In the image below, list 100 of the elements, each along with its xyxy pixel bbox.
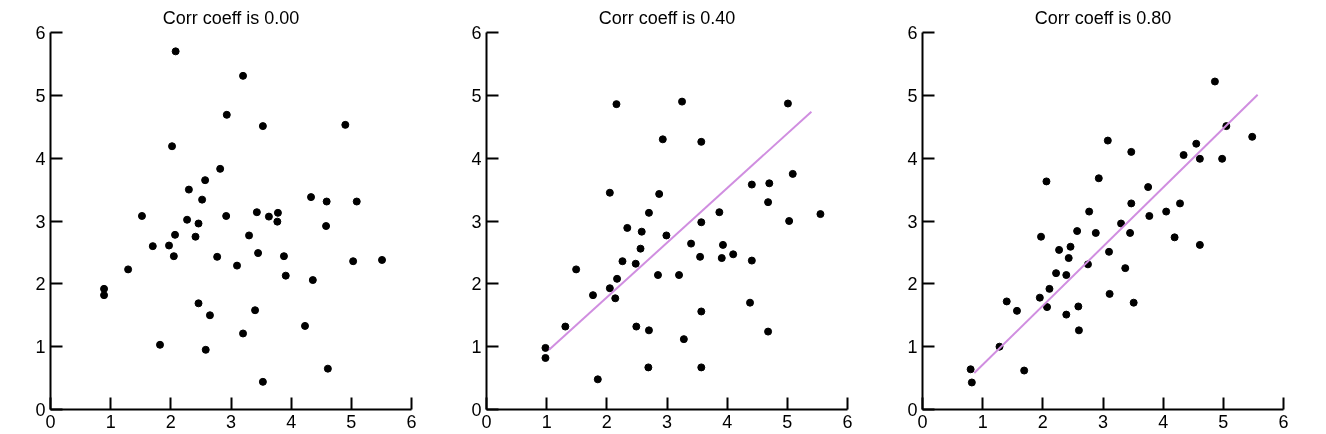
point — [675, 271, 684, 280]
point — [100, 284, 109, 293]
point — [1012, 306, 1021, 315]
x-tick-label: 5 — [1218, 411, 1229, 432]
point — [168, 142, 177, 151]
point — [273, 208, 282, 217]
point — [632, 322, 641, 331]
point — [1094, 174, 1103, 183]
point — [679, 335, 688, 344]
point — [561, 322, 570, 331]
point — [251, 306, 260, 315]
point — [1195, 154, 1204, 163]
x-tick-label: 2 — [1037, 411, 1048, 432]
y-tick-label: 4 — [35, 148, 46, 169]
point — [1064, 254, 1073, 263]
point — [605, 188, 614, 197]
x-tick-label: 6 — [406, 411, 417, 432]
point — [254, 249, 263, 258]
point — [717, 254, 726, 263]
point — [349, 257, 358, 266]
point — [636, 244, 645, 253]
y-tick-label: 3 — [35, 211, 46, 232]
x-tick-label: 4 — [722, 411, 733, 432]
point — [245, 231, 254, 240]
point — [184, 185, 193, 194]
point — [644, 208, 653, 217]
x-tick-label: 6 — [842, 411, 853, 432]
point — [678, 97, 687, 106]
point — [593, 375, 602, 384]
point — [1105, 247, 1114, 256]
point — [747, 180, 756, 189]
y-tick-label: 4 — [907, 148, 918, 169]
point — [1045, 284, 1054, 293]
y-tick-label: 3 — [471, 211, 482, 232]
point — [1042, 177, 1051, 186]
point — [201, 345, 210, 354]
point — [696, 252, 705, 261]
point — [967, 378, 976, 387]
point — [1062, 271, 1071, 280]
point — [658, 135, 667, 144]
point — [1073, 227, 1082, 236]
point — [308, 276, 317, 285]
point — [165, 241, 174, 250]
point — [222, 110, 231, 119]
point — [816, 210, 825, 219]
point — [1037, 232, 1046, 241]
point — [201, 176, 210, 185]
point — [747, 256, 756, 265]
point — [322, 197, 331, 206]
point — [169, 252, 178, 261]
point — [729, 250, 738, 259]
y-tick-label: 1 — [907, 337, 918, 358]
point — [613, 274, 622, 283]
point — [213, 252, 222, 261]
point — [307, 193, 316, 202]
point — [966, 365, 975, 374]
point — [1127, 147, 1136, 156]
point — [1126, 228, 1135, 237]
point — [171, 230, 180, 239]
x-tick-label: 5 — [346, 411, 357, 432]
y-tick-label: 1 — [471, 337, 482, 358]
point — [662, 231, 671, 240]
point — [588, 291, 597, 300]
point — [611, 294, 620, 303]
point — [171, 47, 180, 56]
x-tick-label: 2 — [165, 411, 176, 432]
point — [216, 164, 225, 173]
x-tick-label: 3 — [225, 411, 237, 432]
x-tick-label: 1 — [541, 411, 552, 432]
x-tick-label: 5 — [782, 411, 793, 432]
point — [264, 212, 273, 221]
y-tick-label: 5 — [35, 85, 46, 106]
point — [198, 195, 207, 204]
point — [718, 240, 727, 249]
point — [1074, 302, 1083, 311]
chart-title: Corr coeff is 0.00 — [162, 7, 300, 28]
point — [137, 211, 146, 220]
point — [1066, 242, 1075, 251]
point — [100, 291, 109, 300]
y-tick-label: 4 — [471, 148, 482, 169]
point — [258, 377, 267, 386]
y-tick-label: 3 — [907, 211, 918, 232]
point — [1074, 326, 1083, 335]
point — [239, 71, 248, 80]
point — [1179, 151, 1188, 160]
point — [194, 299, 203, 308]
y-tick-label: 5 — [471, 85, 482, 106]
point — [205, 311, 214, 320]
x-tick-label: 4 — [286, 411, 297, 432]
point — [301, 321, 310, 330]
point — [222, 211, 231, 220]
point — [1170, 233, 1179, 242]
point — [612, 100, 621, 109]
point — [785, 217, 794, 225]
point — [541, 343, 550, 352]
point — [697, 363, 706, 372]
point — [183, 215, 192, 224]
y-tick-label: 6 — [471, 23, 482, 43]
point — [655, 189, 664, 198]
point — [194, 219, 203, 228]
